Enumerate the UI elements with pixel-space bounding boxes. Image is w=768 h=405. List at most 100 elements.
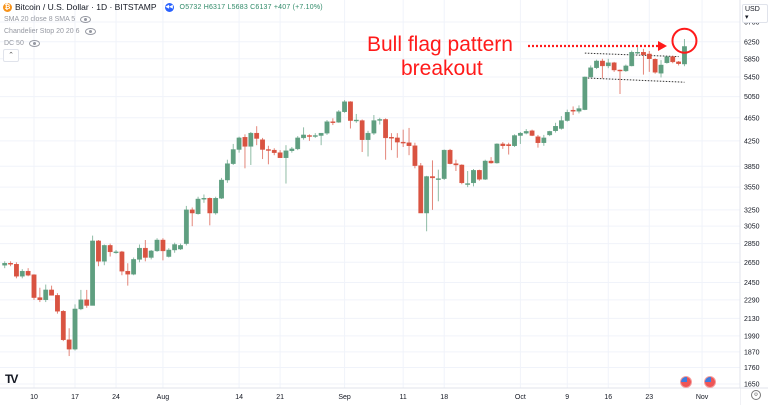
x-tick-label: 14 [235,394,243,401]
x-tick-label: 16 [604,394,612,401]
candle-body [260,139,265,150]
candle-body [441,149,447,179]
x-tick-label: 21 [276,394,284,401]
candle-body [236,137,242,150]
candle [19,269,25,279]
candle-body [172,244,178,251]
tradingview-logo[interactable]: TV [5,372,18,386]
candle [406,127,412,156]
chart-header: ₿ Bitcoin / U.S. Dollar · 1D · BITSTAMP … [3,2,323,12]
candle-body [512,135,517,146]
y-tick-label: 2130 [744,316,760,323]
eye-icon[interactable] [84,28,96,35]
annotation-line2: breakout [401,57,483,80]
candle-body [131,259,137,275]
replay-icon[interactable]: ◀◀ [164,2,174,12]
candle [96,240,101,267]
eye-icon[interactable] [80,16,92,23]
candle-body [535,136,541,143]
candle-body [289,148,295,151]
candle-body [482,160,488,180]
candle [178,243,183,250]
candle-body [295,137,301,150]
indicator-dc[interactable]: DC 50 [4,40,40,47]
candle-body [570,109,576,112]
candle [605,58,611,69]
indicator-sma[interactable]: SMA 20 close 8 SMA 5 [4,16,92,23]
candle-body [37,297,43,301]
candle-body [283,150,289,158]
candle [219,177,224,199]
y-tick-label: 5850 [744,56,760,63]
candle [2,261,8,269]
candle-body [576,108,582,112]
candle-body [406,142,412,146]
candle [676,60,682,66]
candle [611,61,617,72]
y-tick-label: 2450 [744,280,760,287]
candle-body [195,198,201,215]
candle-body [49,289,54,296]
us-flag-event-icon[interactable] [680,376,692,388]
price-axis[interactable] [740,0,768,405]
candle [658,60,664,78]
candle-body [213,198,219,214]
candle [664,56,670,64]
candle [541,134,547,146]
candle-body [84,299,90,306]
candle [430,160,435,210]
y-tick-label: 2650 [744,260,760,267]
y-tick-label: 2850 [744,241,760,248]
candle-body [336,111,342,123]
collapse-legend-button[interactable]: ⌃ [3,49,19,62]
candle-body [394,137,400,143]
candle-body [371,120,377,134]
time-axis[interactable] [0,388,740,405]
candle [318,132,324,146]
candle-body [219,179,224,199]
candle [641,48,646,75]
candle-body [137,247,142,260]
candle [488,157,494,164]
candle-body [424,176,430,214]
candle-body [617,69,623,72]
settings-icon[interactable]: ⚙ [751,390,761,400]
candle-body [365,132,371,140]
candle [482,159,488,181]
breakout-arrow [528,27,698,54]
candle [365,130,371,157]
us-flag-event-icon[interactable] [704,376,716,388]
y-tick-labels: 6750 6250 5850 5450 5050 4650 4250 3850 3550 3250… [744,20,760,389]
candle [295,136,301,151]
candle [189,207,195,227]
symbol-title[interactable]: Bitcoin / U.S. Dollar · 1D · BITSTAMP [15,2,157,12]
x-tick-label: 9 [565,394,569,401]
candle-body [55,295,60,312]
candle [617,69,623,95]
candle [113,249,119,254]
candle-body [178,245,183,250]
candle [348,101,353,129]
candle [523,129,529,135]
candle-body [271,149,277,153]
candle [594,59,599,70]
candle [330,118,336,126]
arrowhead-icon [658,41,667,51]
candle-body [266,149,271,151]
currency-selector[interactable]: USD ▾ [742,4,768,23]
candle-body [594,60,599,68]
candle [142,240,148,262]
candle-body [494,143,500,164]
eye-icon[interactable] [28,40,40,47]
candle-body [19,270,25,277]
candle [301,127,306,140]
candles [2,39,687,357]
indicator-chandelier[interactable]: Chandelier Stop 20 20 6 [4,28,96,35]
candle [670,55,676,64]
candle [242,134,248,169]
candle [107,243,113,257]
candle-body [224,163,230,181]
candle-body [72,308,78,350]
candle [512,134,517,148]
